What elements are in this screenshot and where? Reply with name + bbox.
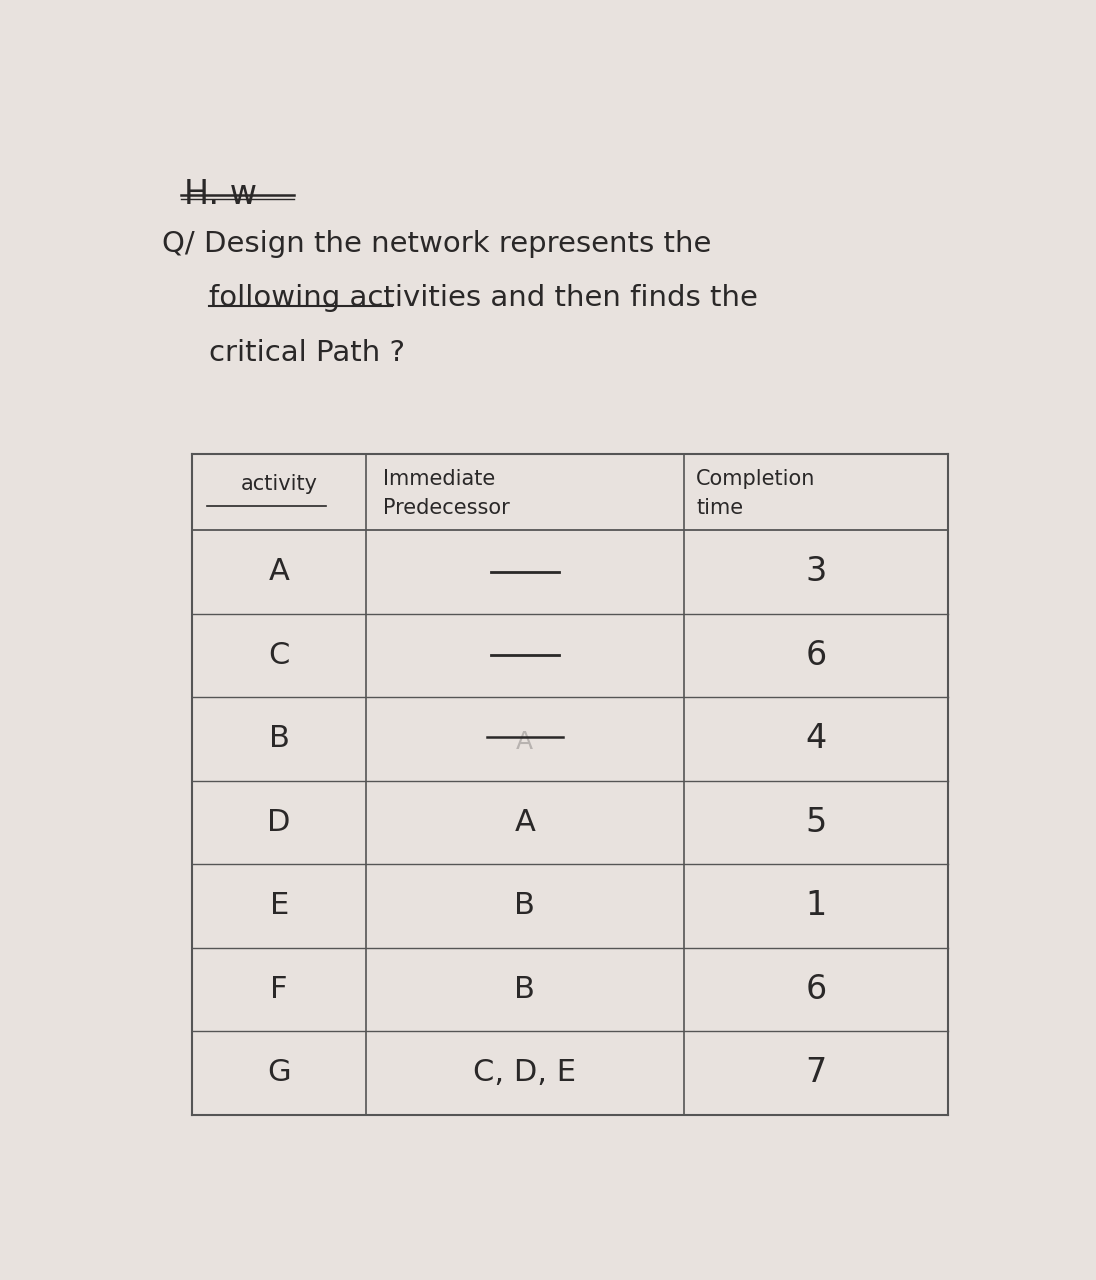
Text: following activities and then finds the: following activities and then finds the [209,284,758,312]
Text: E: E [270,891,288,920]
Text: 1: 1 [806,890,826,923]
Text: 7: 7 [806,1056,826,1089]
Text: activity: activity [241,475,318,494]
Text: 5: 5 [806,806,826,838]
Text: A: A [269,557,289,586]
Text: Predecessor: Predecessor [384,498,510,518]
Text: 6: 6 [806,639,826,672]
Text: Completion: Completion [696,470,815,489]
Text: 4: 4 [806,722,826,755]
Text: B: B [269,724,289,754]
Text: Q/ Design the network represents the: Q/ Design the network represents the [162,230,712,259]
Text: critical Path ?: critical Path ? [209,339,406,367]
Text: 6: 6 [806,973,826,1006]
Text: B: B [514,891,535,920]
Text: A: A [516,730,534,754]
Text: F: F [271,975,288,1004]
Text: A: A [514,808,535,837]
Text: Immediate: Immediate [384,470,495,489]
Text: D: D [267,808,290,837]
Text: time: time [696,498,743,518]
Text: C, D, E: C, D, E [473,1059,576,1087]
Text: C: C [269,641,289,669]
Text: H. w: H. w [184,178,256,211]
Text: B: B [514,975,535,1004]
Text: 3: 3 [806,556,826,589]
Text: G: G [267,1059,290,1087]
